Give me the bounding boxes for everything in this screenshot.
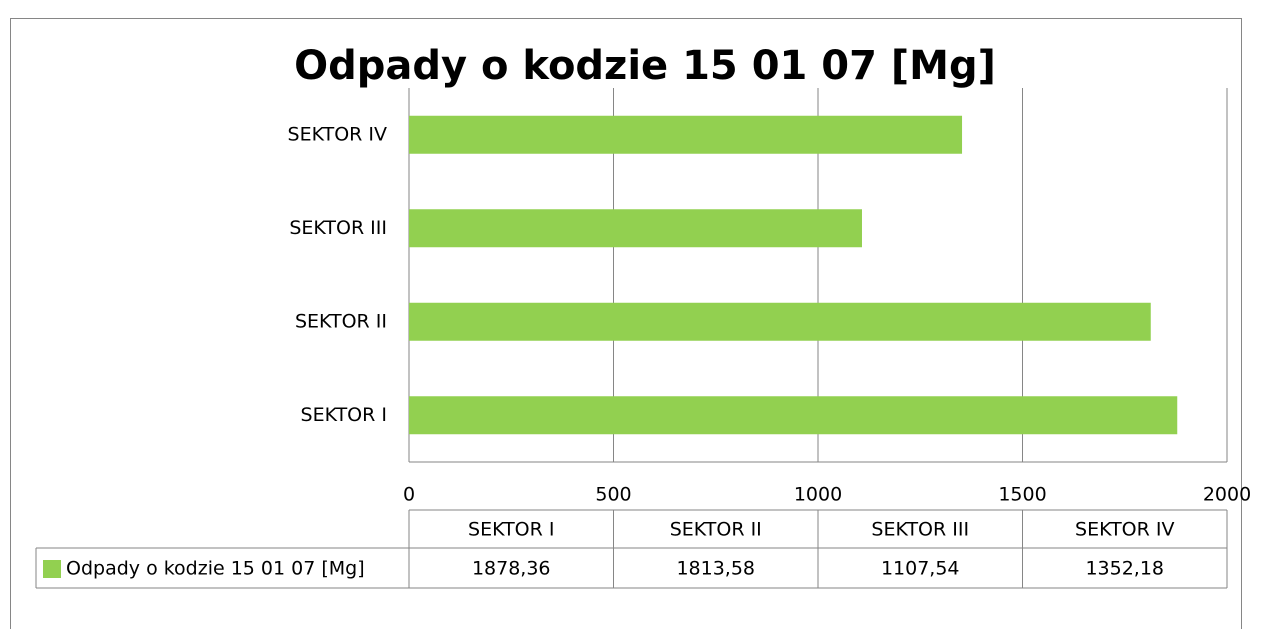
legend-key	[43, 560, 61, 578]
table-value: 1107,54	[881, 558, 960, 580]
table-header: SEKTOR II	[670, 519, 762, 541]
y-tick-label: SEKTOR IV	[288, 123, 387, 145]
legend-label: Odpady o kodzie 15 01 07 [Mg]	[66, 558, 365, 580]
x-tick-label: 1000	[794, 484, 842, 506]
table-value: 1352,18	[1085, 558, 1164, 580]
x-tick-label: 500	[595, 484, 631, 506]
bar	[409, 115, 963, 154]
x-tick-label: 1500	[998, 484, 1046, 506]
table-value: 1878,36	[472, 558, 551, 580]
table-header: SEKTOR IV	[1075, 519, 1174, 541]
x-tick-label: 2000	[1203, 484, 1251, 506]
table-header: SEKTOR I	[468, 519, 554, 541]
bar	[409, 209, 862, 248]
bar	[409, 302, 1151, 341]
y-tick-label: SEKTOR III	[289, 217, 387, 239]
table-header: SEKTOR III	[871, 519, 969, 541]
y-tick-label: SEKTOR I	[301, 404, 387, 426]
y-tick-label: SEKTOR II	[295, 310, 387, 332]
chart-title: Odpady o kodzie 15 01 07 [Mg]	[294, 43, 996, 89]
bar	[409, 396, 1178, 435]
table-value: 1813,58	[676, 558, 755, 580]
x-tick-label: 0	[403, 484, 415, 506]
